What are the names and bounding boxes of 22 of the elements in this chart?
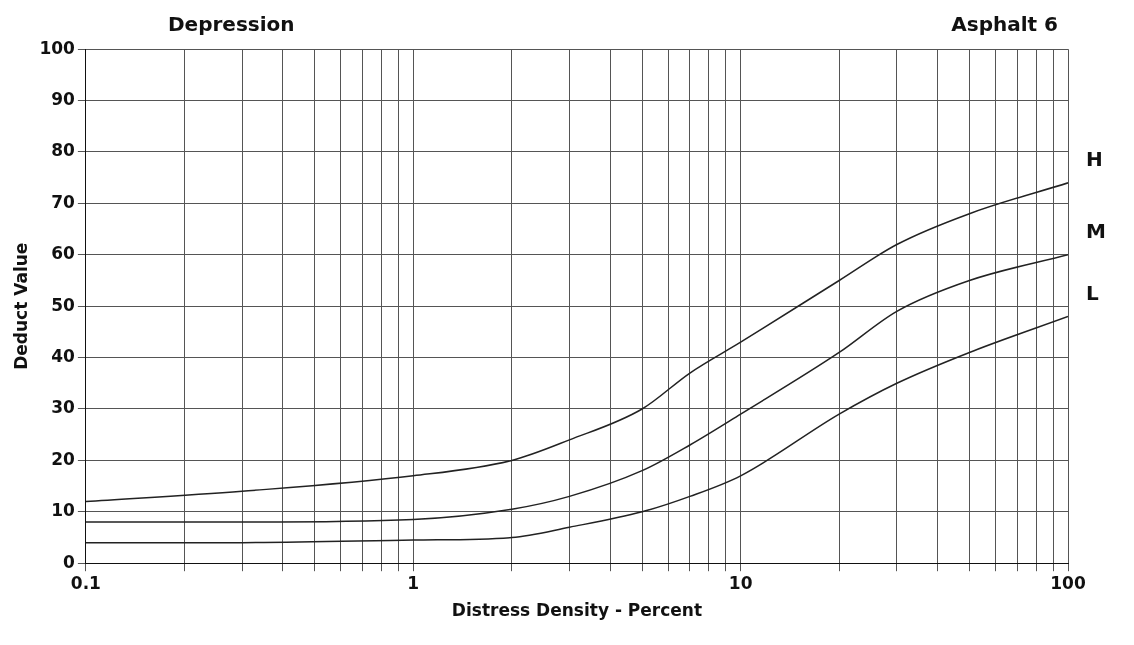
- y-tick-label: 90: [51, 89, 76, 110]
- x-tick-label: 0.1: [70, 572, 101, 593]
- y-tick-label: 50: [51, 294, 76, 315]
- y-tick-label: 80: [51, 140, 76, 161]
- y-tick-label: 20: [51, 448, 76, 469]
- y-tick-label: 40: [51, 346, 76, 367]
- x-tick-label: 100: [1050, 572, 1086, 593]
- y-tick-label: 30: [51, 397, 76, 418]
- y-tick-label: 60: [51, 243, 76, 264]
- x-axis-title: Distress Density - Percent: [451, 600, 703, 621]
- x-tick-label: 1: [407, 572, 420, 593]
- chart-subtitle: Asphalt 6: [951, 12, 1058, 36]
- y-tick-label: 10: [51, 500, 76, 521]
- y-tick-label: 70: [51, 191, 76, 212]
- x-tick-label: 10: [728, 572, 753, 593]
- series-label: M: [1086, 219, 1106, 243]
- chart-title: Depression: [168, 12, 295, 36]
- y-tick-label: 100: [39, 37, 76, 58]
- series-label: H: [1086, 147, 1103, 172]
- y-axis-title: Deduct Value: [10, 242, 31, 370]
- y-tick-label: 0: [63, 551, 76, 572]
- series-label: L: [1086, 280, 1099, 305]
